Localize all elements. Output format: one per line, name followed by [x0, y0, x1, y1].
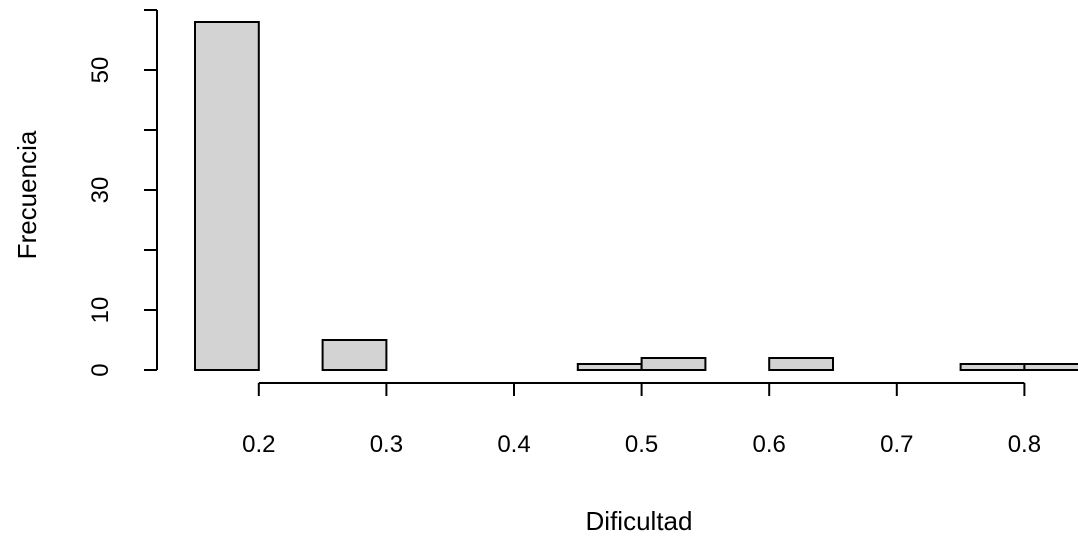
histogram-bar — [321, 339, 388, 371]
y-tick-label: 30 — [87, 177, 114, 204]
y-axis-title: Frecuencia — [12, 130, 42, 259]
y-axis: 0 10 30 50 — [87, 9, 158, 377]
x-tick-label: 0.2 — [242, 431, 275, 458]
y-tick-label: 50 — [87, 57, 114, 84]
x-tick-label: 0.7 — [880, 431, 913, 458]
x-axis: 0.2 0.3 0.4 0.5 0.6 0.7 0.8 — [242, 382, 1041, 458]
x-tick-label: 0.6 — [753, 431, 786, 458]
x-tick-label: 0.5 — [625, 431, 658, 458]
y-tick-label: 10 — [87, 297, 114, 324]
histogram-bar — [1023, 363, 1078, 371]
histogram-bar — [768, 357, 835, 371]
y-tick-label: 0 — [87, 363, 114, 376]
histogram-bar — [640, 357, 707, 371]
histogram-bar — [959, 363, 1026, 371]
x-tick-label: 0.3 — [370, 431, 403, 458]
x-axis-title: Dificultad — [586, 506, 693, 536]
histogram-bar — [576, 363, 643, 371]
x-tick-label: 0.4 — [497, 431, 530, 458]
histogram-bars — [194, 21, 1078, 371]
histogram-bar — [194, 21, 260, 371]
x-tick-label: 0.8 — [1008, 431, 1041, 458]
